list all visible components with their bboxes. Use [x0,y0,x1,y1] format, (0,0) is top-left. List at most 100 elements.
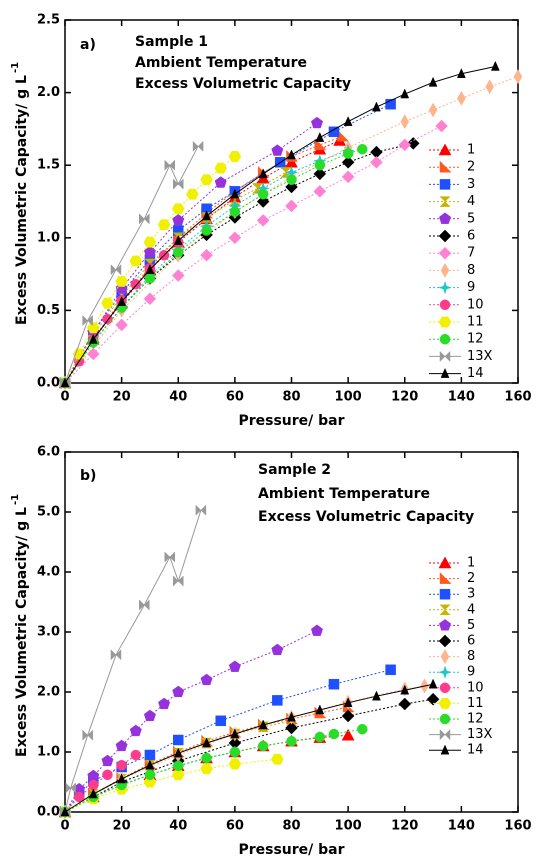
data-point [143,246,156,258]
marker-shape [117,296,127,306]
marker-shape [144,749,156,761]
data-point [88,788,98,799]
x-tick-label: 40 [169,390,187,405]
marker-shape [341,709,355,723]
legend-label: 4 [467,194,475,209]
data-point [129,724,142,737]
x-tick-label: 120 [391,819,418,834]
data-point [457,90,466,106]
data-point [214,176,227,188]
legend-label: 13X [467,349,493,364]
marker-shape [428,76,438,87]
marker-shape [173,575,179,587]
data-point [73,791,85,803]
legend-marker [440,262,450,278]
legend-label: 1 [467,143,475,158]
marker-shape [310,116,323,129]
data-point [157,219,171,231]
data-point [286,735,297,747]
series-line [64,76,519,384]
marker-shape [129,724,142,737]
data-point [82,729,93,741]
annotation: Excess Volumetric Capacity [135,76,351,92]
data-point [258,168,268,179]
marker-shape [400,88,410,99]
data-point [258,719,268,730]
data-point [200,763,213,775]
legend-label: 14 [467,366,484,381]
data-point [200,673,213,686]
data-point [110,649,122,661]
data-point [490,60,500,71]
series-line [64,150,349,384]
data-point [143,709,156,722]
x-tick-label: 160 [504,819,531,834]
series-line [64,669,391,813]
marker-shape [200,763,213,775]
data-point [342,148,354,159]
data-point [172,214,185,226]
x-tick-label: 80 [282,819,300,834]
y-tick-label: 6.0 [37,445,60,460]
marker-shape [286,735,297,747]
data-point [229,206,241,217]
marker-shape [202,737,211,748]
data-point [328,126,340,138]
marker-shape [87,322,100,334]
marker-shape [257,188,269,200]
x-tick-label: 80 [282,390,300,405]
data-point [116,759,127,771]
data-point [115,318,128,332]
y-tick-label: 5.0 [37,505,60,520]
legend-label: 1 [467,556,475,571]
marker-shape [228,151,242,162]
marker-shape [313,167,327,181]
marker-shape [271,643,284,656]
marker-shape [102,769,113,781]
x-tick-label: 160 [504,390,531,405]
marker-shape [110,649,117,661]
marker-shape [214,162,228,174]
legend-marker [438,246,452,260]
marker-shape [328,728,340,740]
marker-shape [164,159,171,171]
data-point [271,144,284,156]
marker-shape [101,754,114,767]
data-point [200,248,213,262]
data-point [400,684,410,695]
legend-label: 3 [467,177,475,192]
legend-marker [439,160,452,173]
data-point [173,760,184,772]
annotation: b) [80,468,96,484]
data-point [341,170,355,184]
data-point [143,236,157,248]
legend-marker [439,299,451,311]
x-axis-label: Pressure/ bar [238,842,344,858]
marker-shape [285,721,298,735]
marker-shape [258,719,268,730]
marker-shape [139,599,145,611]
annotation: Ambient Temperature [135,55,307,71]
series-line [64,103,391,384]
marker-shape [456,68,466,78]
marker-shape [342,148,354,159]
marker-shape [143,246,156,258]
data-point [65,782,76,794]
data-point [328,678,340,690]
data-point [101,297,114,309]
data-point [195,504,207,516]
legend-marker [444,728,451,741]
marker-shape [214,176,227,188]
marker-shape [341,170,355,184]
data-point [230,188,240,199]
data-point [314,731,326,743]
marker-shape [230,728,240,739]
data-point [271,753,284,765]
data-point [398,138,412,152]
marker-shape [372,690,381,701]
marker-shape [145,759,155,770]
marker-shape [145,264,155,274]
marker-shape [60,377,70,388]
marker-shape [143,292,157,306]
data-point [435,119,448,133]
